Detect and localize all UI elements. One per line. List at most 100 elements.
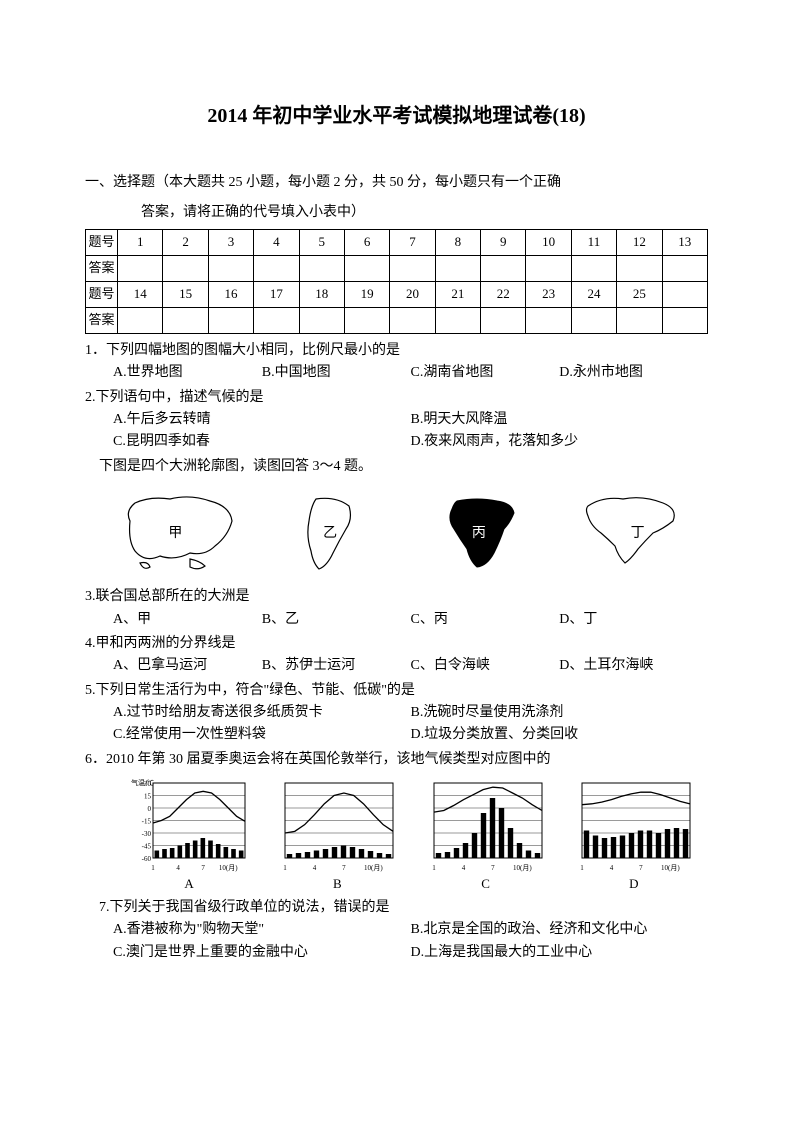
table-cell: 13 xyxy=(662,229,708,255)
continent-jia: 甲 xyxy=(120,491,240,576)
q1-opt-c: C.湖南省地图 xyxy=(411,362,560,384)
svg-text:4: 4 xyxy=(610,864,614,872)
continent-bing: 丙 xyxy=(422,491,542,576)
q1-stem: 1．下列四幅地图的图幅大小相同，比例尺最小的是 xyxy=(85,340,708,362)
q2-opt-c: C.昆明四季如春 xyxy=(113,431,411,453)
q3-opt-b: B、乙 xyxy=(262,609,411,631)
q2-opt-a: A.午后多云转晴 xyxy=(113,409,411,431)
table-cell: 15 xyxy=(163,281,208,307)
q7-opt-c: C.澳门是世界上重要的金融中心 xyxy=(113,942,411,964)
climate-d: 1 4 7 10(月) D xyxy=(574,777,694,895)
table-label: 答案 xyxy=(86,255,118,281)
table-label: 题号 xyxy=(86,229,118,255)
q1-opt-d: D.永州市地图 xyxy=(559,362,708,384)
q3-opt-a: A、甲 xyxy=(113,609,262,631)
table-cell: 2 xyxy=(163,229,208,255)
q5-opt-a: A.过节时给朋友寄送很多纸质贺卡 xyxy=(113,702,411,724)
table-cell: 7 xyxy=(390,229,435,255)
table-cell: 12 xyxy=(617,229,662,255)
section-heading: 一、选择题（本大题共 25 小题，每小题 2 分，共 50 分，每小题只有一个正… xyxy=(85,172,708,194)
svg-text:7: 7 xyxy=(639,864,643,872)
table-label: 题号 xyxy=(86,281,118,307)
table-cell xyxy=(662,281,708,307)
table-cell: 22 xyxy=(481,281,526,307)
svg-text:1: 1 xyxy=(151,864,155,872)
page-title: 2014 年初中学业水平考试模拟地理试卷(18) xyxy=(85,100,708,132)
q5-opt-d: D.垃圾分类放置、分类回收 xyxy=(411,724,709,746)
svg-text:气温/℃: 气温/℃ xyxy=(131,778,154,787)
table-label: 答案 xyxy=(86,307,118,333)
svg-text:10(月): 10(月) xyxy=(513,864,532,872)
table-cell: 19 xyxy=(344,281,389,307)
q4-opt-a: A、巴拿马运河 xyxy=(113,655,262,677)
q6-stem: 6．2010 年第 30 届夏季奥运会将在英国伦敦举行，该地气候类型对应图中的 xyxy=(85,749,708,771)
q4-opt-c: C、白令海峡 xyxy=(411,655,560,677)
svg-text:15: 15 xyxy=(144,793,152,801)
svg-text:0: 0 xyxy=(148,805,152,813)
q4-stem: 4.甲和丙两洲的分界线是 xyxy=(85,633,708,655)
svg-text:10(月): 10(月) xyxy=(364,864,383,872)
svg-text:1: 1 xyxy=(284,864,288,872)
q1-opt-a: A.世界地图 xyxy=(113,362,262,384)
svg-text:7: 7 xyxy=(202,864,206,872)
table-cell: 17 xyxy=(254,281,299,307)
q2-stem: 2.下列语句中，描述气候的是 xyxy=(85,387,708,409)
table-cell: 21 xyxy=(435,281,480,307)
q4-opt-b: B、苏伊士运河 xyxy=(262,655,411,677)
table-cell: 3 xyxy=(208,229,253,255)
climate-b: 1 4 7 10(月) B xyxy=(277,777,397,895)
svg-text:4: 4 xyxy=(461,864,465,872)
q7-opt-a: A.香港被称为"购物天堂" xyxy=(113,919,411,941)
table-cell: 4 xyxy=(254,229,299,255)
climate-a: 30150-15-30-45-60气温/℃14710(月) A xyxy=(129,777,249,895)
svg-text:-60: -60 xyxy=(142,855,152,863)
label-yi: 乙 xyxy=(323,523,337,545)
table-cell: 10 xyxy=(526,229,571,255)
table-cell: 5 xyxy=(299,229,344,255)
table-cell: 20 xyxy=(390,281,435,307)
section-heading-line2: 答案，请将正确的代号填入小表中） xyxy=(85,202,708,224)
continent-ding: 丁 xyxy=(573,491,693,576)
svg-text:7: 7 xyxy=(343,864,347,872)
q5-opt-b: B.洗碗时尽量使用洗涤剂 xyxy=(411,702,709,724)
answer-table: 题号 1 2 3 4 5 6 7 8 9 10 11 12 13 答案 题号 1… xyxy=(85,229,708,334)
svg-text:-30: -30 xyxy=(142,830,152,838)
table-cell: 14 xyxy=(118,281,163,307)
continent-yi: 乙 xyxy=(271,491,391,576)
q7-opt-d: D.上海是我国最大的工业中心 xyxy=(411,942,709,964)
intro-3-4: 下图是四个大洲轮廓图，读图回答 3～4 题。 xyxy=(85,456,708,478)
svg-text:7: 7 xyxy=(491,864,495,872)
table-cell: 8 xyxy=(435,229,480,255)
climate-charts: 30150-15-30-45-60气温/℃14710(月) A 14710(月)… xyxy=(115,777,708,895)
svg-text:10(月): 10(月) xyxy=(661,864,680,872)
svg-text:4: 4 xyxy=(176,864,180,872)
table-cell: 24 xyxy=(571,281,616,307)
table-cell: 9 xyxy=(481,229,526,255)
climate-label-d: D xyxy=(574,874,694,895)
climate-label-a: A xyxy=(129,874,249,895)
table-cell: 6 xyxy=(344,229,389,255)
svg-text:10(月): 10(月) xyxy=(219,864,238,872)
q3-opt-c: C、丙 xyxy=(411,609,560,631)
svg-text:-45: -45 xyxy=(142,843,152,851)
q4-opt-d: D、土耳尔海峡 xyxy=(559,655,708,677)
svg-text:-15: -15 xyxy=(142,818,152,826)
table-cell: 11 xyxy=(571,229,616,255)
q3-opt-d: D、丁 xyxy=(559,609,708,631)
svg-text:4: 4 xyxy=(313,864,317,872)
label-jia: 甲 xyxy=(168,523,182,545)
q5-stem: 5.下列日常生活行为中，符合"绿色、节能、低碳"的是 xyxy=(85,680,708,702)
svg-text:1: 1 xyxy=(580,864,584,872)
svg-text:1: 1 xyxy=(432,864,436,872)
q5-opt-c: C.经常使用一次性塑料袋 xyxy=(113,724,411,746)
climate-label-b: B xyxy=(277,874,397,895)
continent-figures: 甲 乙 丙 丁 xyxy=(105,488,708,578)
table-cell: 16 xyxy=(208,281,253,307)
q3-stem: 3.联合国总部所在的大洲是 xyxy=(85,586,708,608)
table-cell: 23 xyxy=(526,281,571,307)
q2-opt-b: B.明天大风降温 xyxy=(411,409,709,431)
label-bing: 丙 xyxy=(472,523,486,545)
climate-c: 1 4 7 10(月) C xyxy=(426,777,546,895)
q1-opt-b: B.中国地图 xyxy=(262,362,411,384)
climate-label-c: C xyxy=(426,874,546,895)
